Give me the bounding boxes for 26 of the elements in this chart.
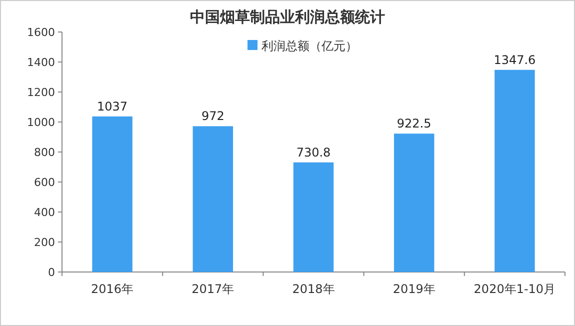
legend-label: 利润总额（亿元） — [262, 39, 358, 53]
data-label: 922.5 — [396, 116, 432, 131]
data-label: 1037 — [97, 99, 128, 114]
y-tick-label: 1200 — [27, 86, 55, 99]
y-tick-label: 800 — [34, 146, 55, 159]
y-tick-label: 1600 — [27, 26, 55, 39]
bar — [494, 70, 535, 272]
data-label: 1347.6 — [494, 52, 536, 67]
y-tick-label: 400 — [34, 206, 55, 219]
data-label: 730.8 — [296, 145, 331, 160]
y-tick-label: 1000 — [27, 116, 55, 129]
bar — [293, 162, 334, 272]
x-tick-label: 2018年 — [292, 282, 335, 296]
x-tick-label: 2019年 — [392, 282, 436, 296]
bar — [394, 134, 434, 272]
bar — [192, 126, 234, 272]
x-tick-label: 2020年1-10月 — [474, 282, 556, 296]
y-tick-label: 0 — [48, 266, 55, 279]
data-label: 972 — [201, 109, 224, 124]
x-tick-label: 2017年 — [192, 282, 234, 296]
y-tick-label: 1400 — [27, 56, 55, 69]
x-tick-label: 2016年 — [91, 282, 134, 296]
bar — [92, 116, 132, 272]
y-tick-label: 600 — [34, 176, 55, 189]
chart-title: 中国烟草制品业利润总额统计 — [190, 8, 385, 26]
y-tick-label: 200 — [34, 236, 55, 249]
